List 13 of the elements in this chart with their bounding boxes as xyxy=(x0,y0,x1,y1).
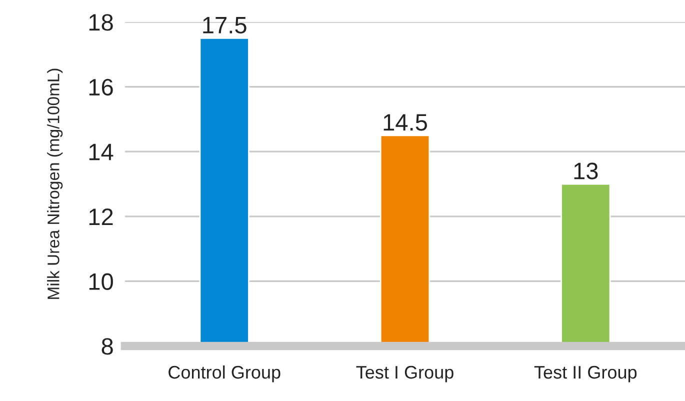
x-tick-label: Test I Group xyxy=(356,366,454,382)
y-tick-label: 10 xyxy=(89,273,113,290)
data-label: 14.5 xyxy=(384,114,427,131)
y-tick-label: 14 xyxy=(89,144,114,160)
y-tick-label: 18 xyxy=(89,14,113,31)
y-tick-label: 16 xyxy=(89,78,113,96)
y-tick-label: 12 xyxy=(89,208,113,225)
x-tick-label: Control Group xyxy=(168,365,280,382)
data-label: 17.5 xyxy=(203,17,246,34)
data-label: 13 xyxy=(574,162,598,180)
y-axis-title: Milk Urea Nitrogen (mg/100mL) xyxy=(47,68,63,299)
x-tick-label: Test II Group xyxy=(534,366,637,382)
y-tick-label: 8 xyxy=(102,338,113,355)
